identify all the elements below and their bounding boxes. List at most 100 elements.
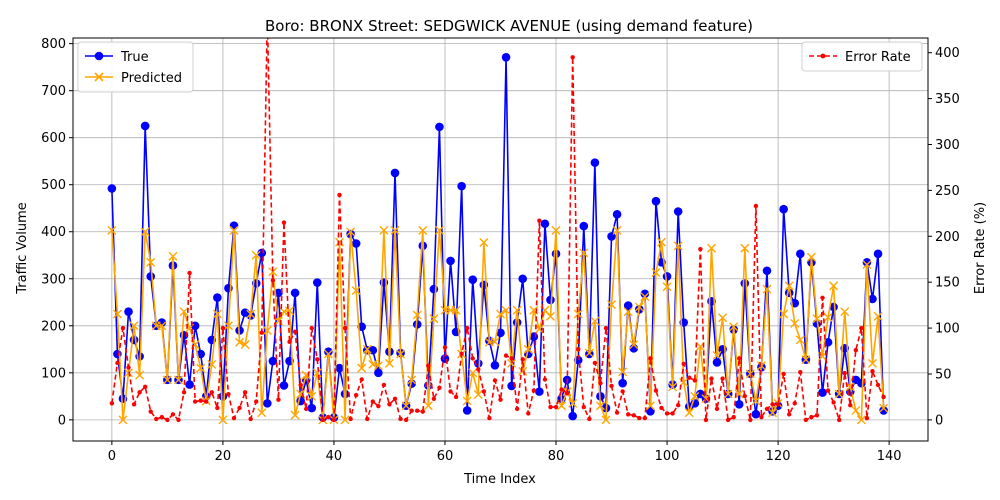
data-point [490,337,500,347]
data-point [365,416,370,422]
data-point [570,55,575,60]
data-point [157,318,167,327]
data-point [379,225,389,235]
data-point [590,316,600,326]
data-point [407,375,417,385]
data-point [775,402,781,407]
chart-title: Boro: BRONX Street: SEDGWICK AVENUE (usi… [265,17,753,35]
data-point [168,251,178,261]
data-point [126,365,131,370]
data-point [742,393,747,399]
data-point [207,359,217,369]
data-point [142,384,148,390]
x-tick-label: 80 [548,449,565,464]
data-point [124,307,133,316]
data-point [659,405,664,411]
data-point [387,402,392,407]
data-point [220,325,226,331]
data-point [107,184,117,193]
data-point [818,388,827,397]
legend-entry-true: True [85,50,149,65]
legend-right: Error Rate [801,41,923,72]
data-point [687,375,692,380]
data-point [159,414,165,420]
data-point [370,399,376,404]
data-point [662,282,672,292]
data-point [740,243,750,253]
data-point [462,396,472,406]
series-layer [107,38,889,425]
data-point [323,349,333,359]
x-tick-label: 20 [215,449,232,464]
data-point [242,390,248,395]
data-point [392,396,398,401]
data-point [120,325,126,331]
data-point [459,351,464,356]
data-point [131,402,137,407]
data-point [351,239,361,248]
data-point [840,307,850,317]
data-point [637,415,642,421]
data-point [290,410,300,420]
y2-tick-label: 300 [935,138,960,153]
data-point [431,396,437,401]
data-point [501,305,511,315]
data-point [592,360,598,366]
data-point [690,391,700,401]
data-point [235,337,245,347]
data-point [870,369,875,374]
data-point [790,318,800,328]
data-point [848,402,853,408]
x-tick-label: 40 [326,449,343,464]
data-point [292,329,298,334]
data-point [307,403,317,413]
data-point [148,409,153,414]
data-point [423,401,433,411]
data-point [681,361,686,367]
data-point [642,415,648,421]
data-point [723,389,733,399]
y2-axis-label: Error Rate (%) [973,202,988,294]
data-point [457,181,466,191]
data-point [518,366,528,376]
data-point [498,397,503,402]
data-point [403,417,409,423]
legend-label-predicted: Predicted [121,71,182,86]
data-point [579,221,589,231]
data-point [709,376,714,381]
data-point [795,335,805,345]
data-point [873,249,883,259]
data-point [181,390,187,395]
data-point [836,417,842,423]
data-point [451,305,461,315]
data-point [279,381,289,390]
data-point [298,382,303,388]
data-point [357,363,367,373]
data-point [263,399,272,408]
data-point [512,305,522,315]
data-point [412,320,422,329]
data-point [442,345,448,350]
data-point [546,295,555,305]
data-point [759,414,764,420]
data-point [240,340,250,350]
data-point [651,196,661,206]
data-point [448,389,453,394]
data-point [731,414,736,420]
data-point [601,415,611,425]
data-point [673,241,683,251]
data-point [118,415,128,425]
data-point [503,353,509,358]
plot-frame [72,37,929,442]
data-point [487,415,492,421]
data-point [781,371,786,377]
data-point [165,417,170,423]
data-point [657,237,667,247]
data-point [537,218,542,223]
data-point [803,417,809,423]
data-point [204,399,209,404]
data-point [625,412,631,417]
data-point [590,158,600,167]
data-point [135,370,145,380]
data-point [287,339,292,345]
